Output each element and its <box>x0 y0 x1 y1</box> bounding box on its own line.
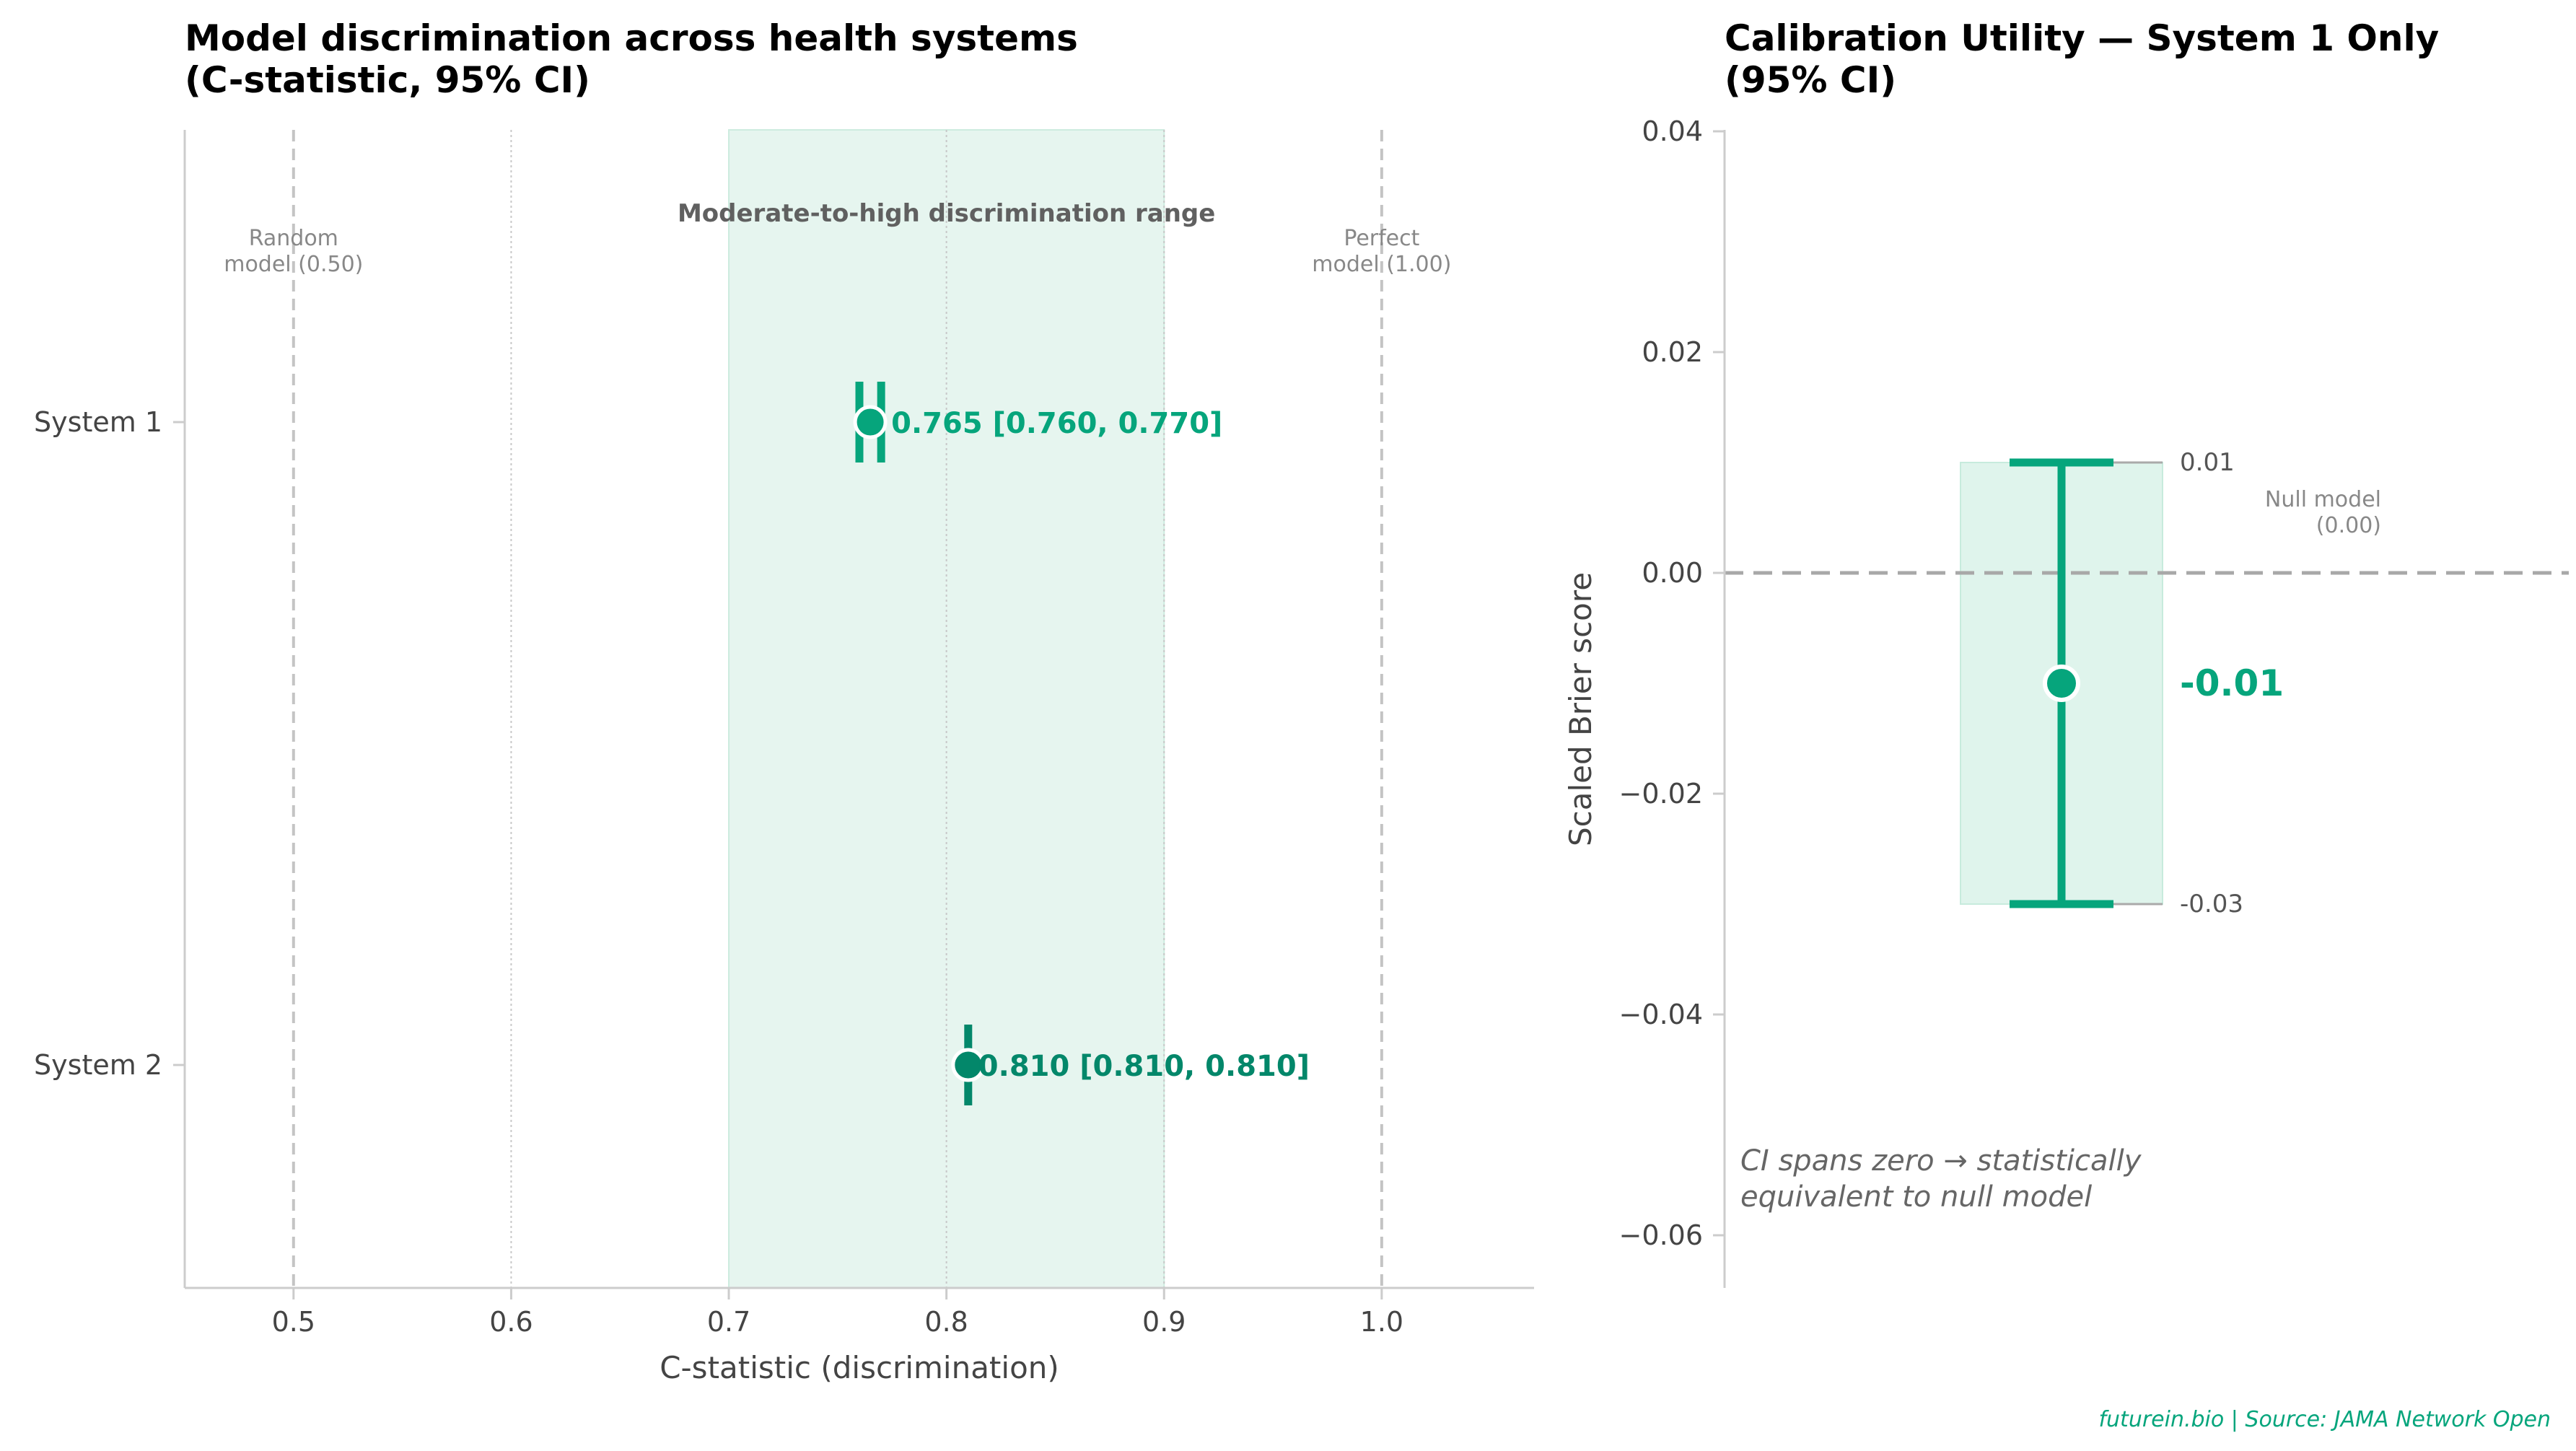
y-tick-label-system-2: System 2 <box>34 1049 162 1081</box>
x-tick-label: 0.9 <box>1142 1306 1186 1338</box>
interval-marks-layer: 0.01 -0.03 -0.01 <box>2010 448 2284 919</box>
calibration-panel: Calibration Utility — System 1 Only (95%… <box>1563 17 2569 1288</box>
equivalence-note-line-1: CI spans zero → statistically <box>1740 1144 2142 1178</box>
right-title-line-2: (95% CI) <box>1725 59 1896 101</box>
y-tick-label: −0.04 <box>1619 999 1703 1030</box>
null-model-note-line-1: Null model <box>2265 487 2381 512</box>
perfect-model-note-line-2: model (1.00) <box>1312 252 1451 277</box>
null-model-note: Null model (0.00) <box>2265 487 2381 538</box>
y-tick-label: 0.02 <box>1642 336 1703 368</box>
left-x-axis-label: C-statistic (discrimination) <box>660 1350 1059 1385</box>
grid-layer <box>510 130 1165 1288</box>
y-tick-label: 0.00 <box>1642 557 1703 589</box>
left-title-line-1: Model discrimination across health syste… <box>185 17 1078 59</box>
equivalence-note-line-2: equivalent to null model <box>1740 1180 2092 1214</box>
discrimination-panel: Model discrimination across health syste… <box>34 17 1534 1385</box>
x-tick-label: 0.6 <box>489 1306 533 1338</box>
right-y-axis-label: Scaled Brier score <box>1563 572 1598 846</box>
x-tick-label: 0.7 <box>707 1306 750 1338</box>
system-2-mark: 0.810 [0.810, 0.810] <box>951 1025 1310 1105</box>
y-tick-label: 0.04 <box>1642 115 1703 147</box>
system-2-estimate-point <box>951 1048 986 1082</box>
y-tick-label-system-1: System 1 <box>34 406 162 438</box>
perfect-model-note-line-1: Perfect <box>1344 226 1419 251</box>
random-model-note-line-2: model (0.50) <box>224 252 363 277</box>
x-tick-label: 1.0 <box>1360 1306 1403 1338</box>
band-label: Moderate-to-high discrimination range <box>678 199 1215 228</box>
random-model-note: Random model (0.50) <box>224 226 363 277</box>
ci-high-label: 0.01 <box>2180 448 2235 477</box>
y-tick-label: −0.02 <box>1619 778 1703 810</box>
right-title-line-1: Calibration Utility — System 1 Only <box>1725 17 2439 59</box>
system-2-value-label: 0.810 [0.810, 0.810] <box>978 1050 1310 1083</box>
system-1-value-label: 0.765 [0.760, 0.770] <box>891 407 1222 440</box>
x-tick-layer: 0.5 0.6 0.7 0.8 0.9 1.0 <box>272 1288 1403 1338</box>
x-tick-label: 0.5 <box>272 1306 315 1338</box>
estimate-label: -0.01 <box>2180 662 2284 704</box>
x-tick-label: 0.8 <box>924 1306 968 1338</box>
left-title-line-2: (C-statistic, 95% CI) <box>185 59 590 101</box>
system-1-mark: 0.765 [0.760, 0.770] <box>853 382 1222 463</box>
source-footer: futurein.bio | Source: JAMA Network Open <box>2098 1407 2551 1432</box>
random-model-note-line-1: Random <box>249 226 338 251</box>
system-1-estimate-point <box>853 405 888 439</box>
null-model-note-line-2: (0.00) <box>2316 513 2381 538</box>
y-tick-label: −0.06 <box>1619 1219 1703 1251</box>
perfect-model-note: Perfect model (1.00) <box>1312 226 1451 277</box>
ci-low-label: -0.03 <box>2180 890 2243 919</box>
y-tick-layer: 0.04 0.02 0.00 −0.02 −0.04 −0.06 <box>1619 115 1725 1251</box>
y-tick-layer: System 1 System 2 <box>34 406 185 1081</box>
reference-lines-layer <box>292 130 1383 1288</box>
estimate-point <box>2043 665 2080 702</box>
forest-marks-layer: 0.765 [0.760, 0.770] 0.810 [0.810, 0.810… <box>853 382 1310 1105</box>
equivalence-note: CI spans zero → statistically equivalent… <box>1740 1144 2142 1214</box>
